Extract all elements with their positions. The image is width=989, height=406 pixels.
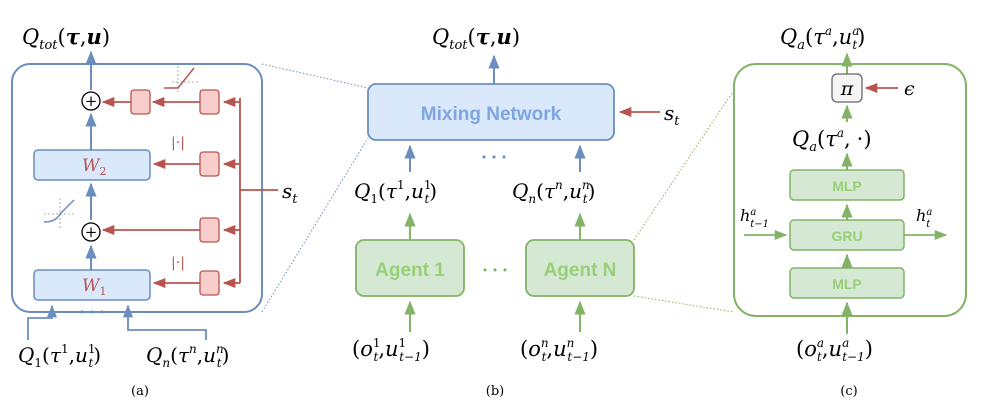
hidden-out-label: ha t — [916, 206, 932, 230]
caption-b: (b) — [486, 384, 504, 399]
panel-c-qa-top-label: Qa(τa,ua t) — [780, 24, 865, 53]
panel-c: Qa(τa,ua t) π ϵ Qa(τa, ·) MLP GRU ha t−1 ha… — [633, 24, 967, 399]
panel-a: Qtot(τ,u) + W2 + W1 • • • — [11, 24, 369, 399]
mlp-bottom-box — [789, 267, 905, 299]
sum-node-top-symbol: + — [85, 92, 98, 110]
panel-c-obs-label: (oa t,ua t−1) — [796, 336, 873, 364]
w2-box — [33, 149, 151, 181]
panel-a-qtot-label: Qtot(τ,u) — [22, 24, 110, 53]
w2-label: W2 — [82, 156, 106, 178]
zoom-line-c-bottom — [633, 295, 735, 313]
elu-activation-icon — [43, 198, 76, 230]
agent-1-label: Agent 1 — [375, 260, 445, 281]
gru-label: GRU — [831, 228, 862, 244]
panel-b-qn-label: Qn(τn,un t) — [512, 178, 595, 206]
input-q1-line — [27, 304, 58, 340]
mixing-network-frame — [11, 63, 263, 313]
panel-b-dots-agents: • • • — [482, 264, 508, 277]
agent-n-box — [525, 239, 635, 297]
sum-node-bottom-symbol: + — [85, 223, 98, 241]
sum-node-bottom — [81, 222, 101, 242]
caption-a: (a) — [131, 384, 149, 399]
panel-a-qn-label: Qn(τn,un t) — [146, 342, 229, 370]
policy-box — [831, 73, 863, 103]
panel-a-dots: • • • — [79, 306, 105, 319]
panel-b-state-label: st — [664, 101, 680, 129]
w1-box — [33, 269, 151, 301]
hyper-box-bias2-b — [130, 89, 151, 115]
mlp-bottom-label: MLP — [832, 276, 862, 292]
panel-a-state-label: st — [282, 179, 298, 207]
agent-n-label: Agent N — [544, 260, 617, 281]
hyper-box-bias1 — [199, 217, 220, 243]
hidden-in-label: ha t−1 — [740, 206, 769, 230]
w1-label: W1 — [82, 276, 106, 298]
policy-pi-label: π — [840, 78, 854, 100]
panel-b-obs1-label: (o1 t,u1 t−1) — [352, 336, 430, 364]
zoom-line-bottom — [261, 137, 369, 313]
panel-b-qtot-label: Qtot(τ,u) — [432, 24, 520, 53]
hyper-box-bias2-a — [199, 89, 220, 115]
agent-1-box — [355, 239, 465, 297]
mlp-top-box — [789, 169, 905, 201]
zoom-line-top — [261, 63, 369, 89]
abs-label-top: |·| — [171, 135, 185, 151]
input-qn-line — [122, 304, 207, 340]
panel-b-obsn-label: (on t,un t−1) — [520, 336, 598, 364]
relu-activation-icon — [164, 66, 200, 92]
caption-c: (c) — [840, 384, 857, 399]
mlp-top-label: MLP — [832, 178, 862, 194]
panel-c-qa-mid-label: Qa(τa, ·) — [792, 126, 872, 155]
abs-label-bottom: |·| — [171, 255, 185, 271]
hyper-box-w2 — [199, 151, 220, 177]
mixing-network-box — [367, 83, 615, 141]
panel-b-dots-top: • • • — [481, 151, 507, 164]
panel-b-q1-label: Q1(τ1,u1 t) — [354, 178, 437, 206]
sum-node-top — [81, 91, 101, 111]
panel-b: Qtot(τ,u) Mixing Network st • • • Q1(τ1,… — [352, 24, 680, 399]
mixing-network-label: Mixing Network — [421, 104, 562, 125]
panel-a-q1-label: Q1(τ1,u1 t) — [18, 342, 101, 370]
hyper-box-w1 — [199, 270, 220, 296]
epsilon-label: ϵ — [904, 78, 915, 100]
